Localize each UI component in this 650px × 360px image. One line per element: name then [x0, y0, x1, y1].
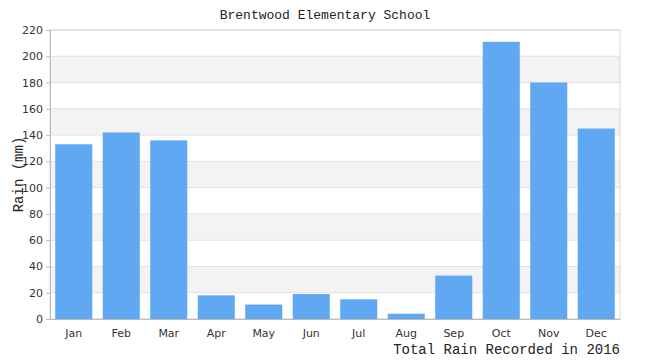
x-tick: Nov — [538, 319, 560, 340]
y-tick-mark — [46, 135, 50, 136]
x-axis: Jan Feb Mar Apr May Jun Jul Aug Sep Oct Nov Dec — [51, 319, 621, 340]
y-tick: 180 — [22, 77, 50, 90]
x-tick: Oct — [492, 319, 512, 340]
x-tick: Sep — [443, 319, 464, 340]
x-tick: Jun — [302, 319, 320, 340]
x-axis-title: Total Rain Recorded in 2016 — [393, 342, 620, 358]
bar — [150, 140, 187, 319]
x-tick-label: Oct — [492, 327, 512, 340]
x-tick: Jan — [64, 319, 82, 340]
x-tick: Jul — [351, 319, 365, 340]
bar — [340, 299, 377, 319]
x-tick: Feb — [112, 319, 131, 340]
x-tick: Apr — [207, 319, 227, 340]
y-tick: 60 — [29, 234, 50, 247]
x-tick-label: Jan — [64, 327, 82, 340]
bar — [245, 305, 282, 319]
y-tick-mark — [46, 266, 50, 267]
x-tick-label: Nov — [538, 327, 560, 340]
y-axis-line — [46, 31, 51, 320]
bar — [530, 83, 567, 319]
x-tick-label: Mar — [158, 327, 179, 340]
y-tick: 20 — [29, 287, 50, 300]
x-tick-label: Jun — [302, 327, 320, 340]
y-tick-mark — [46, 161, 50, 162]
grid-line — [50, 56, 620, 57]
bar — [483, 42, 520, 319]
bar — [198, 295, 235, 319]
y-tick-mark — [46, 109, 50, 110]
y-tick: 0 — [36, 313, 50, 326]
x-tick: May — [252, 319, 275, 340]
y-tick-label: 60 — [29, 234, 43, 247]
bar — [55, 144, 92, 319]
y-tick-label: 80 — [29, 208, 43, 221]
bar — [578, 129, 615, 319]
x-tick-label: Apr — [207, 327, 227, 340]
y-tick: 80 — [29, 208, 50, 221]
y-tick-mark — [46, 319, 50, 320]
y-tick-label: 160 — [22, 103, 43, 116]
y-tick-mark — [46, 83, 50, 84]
y-tick-label: 220 — [22, 24, 43, 37]
y-tick: 220 — [22, 24, 50, 37]
y-tick-mark — [46, 188, 50, 189]
y-tick: 200 — [22, 50, 50, 63]
y-axis-title: Rain (mm) — [11, 137, 27, 213]
x-tick: Mar — [158, 319, 179, 340]
x-tick: Dec — [586, 319, 607, 340]
chart-svg: 020406080100120140160180200220JanFebMarA… — [0, 0, 650, 360]
y-tick-mark — [46, 214, 50, 215]
y-tick-label: 180 — [22, 77, 43, 90]
chart-title: Brentwood Elementary School — [220, 8, 431, 23]
y-tick-label: 20 — [29, 287, 43, 300]
chart-container: 020406080100120140160180200220JanFebMarA… — [0, 0, 650, 360]
y-tick-mark — [46, 293, 50, 294]
y-tick-label: 200 — [22, 50, 43, 63]
plot-area: 020406080100120140160180200220JanFebMarA… — [22, 24, 621, 340]
y-tick-label: 40 — [29, 260, 43, 273]
x-tick-label: May — [252, 327, 275, 340]
y-tick: 160 — [22, 103, 50, 116]
bar — [293, 294, 330, 319]
y-tick: 40 — [29, 260, 50, 273]
grid-band — [50, 56, 620, 82]
y-tick-mark — [46, 56, 50, 57]
x-tick-label: Feb — [112, 327, 131, 340]
bar — [435, 276, 472, 319]
x-tick-label: Aug — [396, 327, 417, 340]
bar — [103, 132, 140, 319]
y-tick-mark — [46, 30, 50, 31]
x-axis-line — [51, 319, 621, 320]
grid — [50, 30, 620, 319]
bars — [55, 42, 615, 319]
x-tick-label: Sep — [443, 327, 464, 340]
plot-frame — [50, 30, 620, 319]
x-tick-label: Jul — [351, 327, 365, 340]
bar — [388, 314, 425, 319]
x-tick: Aug — [396, 319, 417, 340]
y-tick-mark — [46, 240, 50, 241]
y-tick-label: 0 — [36, 313, 43, 326]
x-tick-label: Dec — [586, 327, 607, 340]
